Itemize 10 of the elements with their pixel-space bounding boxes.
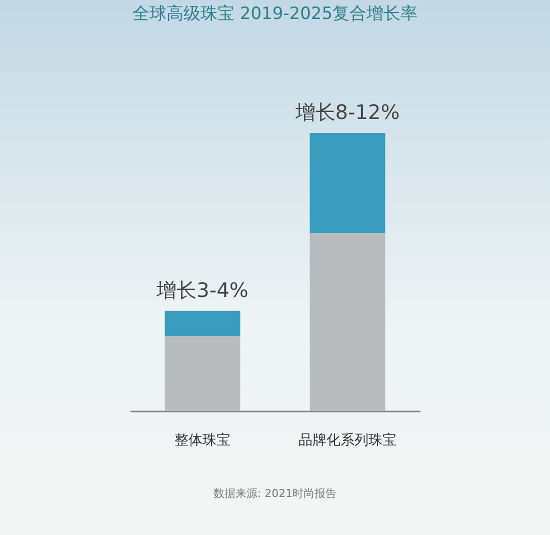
x-tick-label: 品牌化系列珠宝 bbox=[298, 432, 396, 448]
total-label: 增长3-4% bbox=[156, 278, 248, 302]
source-note: 数据来源: 2021时尚报告 bbox=[212, 486, 338, 501]
bar bbox=[164, 336, 240, 411]
chart-title: 全球高级珠宝 2019-2025复合增长率 bbox=[132, 4, 418, 24]
bar bbox=[310, 133, 386, 234]
bar bbox=[164, 310, 240, 336]
x-tick-label: 整体珠宝 bbox=[174, 432, 230, 448]
total-label: 增长8-12% bbox=[294, 100, 400, 124]
bar bbox=[310, 233, 386, 411]
